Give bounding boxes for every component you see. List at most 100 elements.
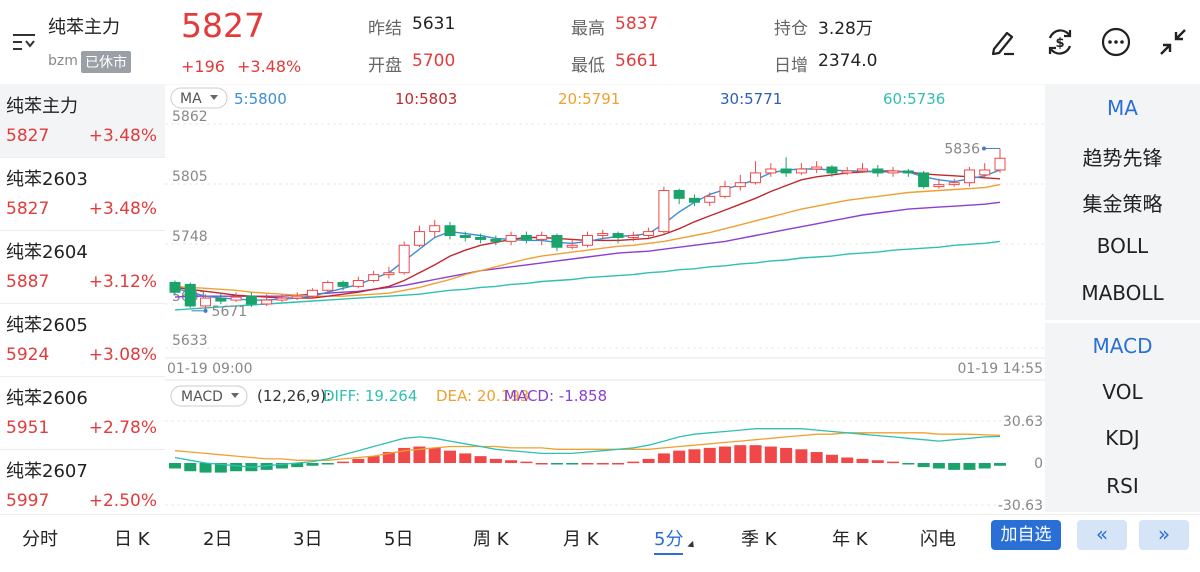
period-tab-bar: 分时 日 K 2日 3日 5日 周 K 月 K 5分 季 K 年 K 闪电 加自选 « »	[0, 514, 1200, 572]
main-indicator-option[interactable]: 趋势先锋	[1082, 146, 1163, 170]
period-tab[interactable]: 5分	[654, 525, 684, 555]
contract-list-item[interactable]: 纯苯主力 5827 +3.48%	[0, 84, 165, 157]
open-interest-label: 持仓	[774, 19, 808, 39]
main-indicator-option[interactable]: MA	[1107, 96, 1138, 120]
sub-indicator-option[interactable]: KDJ	[1105, 426, 1140, 450]
period-tab[interactable]: 2日	[203, 529, 233, 550]
contract-list-item[interactable]: 纯苯2607 5997 +2.50%	[0, 449, 165, 522]
candle-body	[230, 296, 242, 301]
main-indicator-option[interactable]: BOLL	[1096, 234, 1149, 258]
ma-selector[interactable]	[170, 87, 228, 109]
macd-histogram-bar	[749, 445, 762, 463]
sub-indicator-option[interactable]: RSI	[1106, 474, 1139, 498]
macd-histogram-bar	[627, 461, 640, 464]
macd-histogram-bar	[566, 463, 579, 465]
main-indicator-option[interactable]: 集金策略	[1082, 192, 1163, 216]
macd-histogram-bar	[428, 447, 441, 463]
svg-text:$: $	[1055, 36, 1064, 51]
period-tab[interactable]: 分时	[22, 529, 58, 550]
list-divider	[0, 157, 165, 158]
pen-icon[interactable]	[985, 24, 1021, 60]
contract-list-item[interactable]: 纯苯2605 5924 +3.08%	[0, 303, 165, 376]
contract-list-item[interactable]: 纯苯2603 5827 +3.48%	[0, 157, 165, 230]
macd-histogram-bar	[994, 463, 1006, 466]
macd-histogram-bar	[550, 463, 563, 465]
candle-body	[520, 235, 532, 240]
contract-price: 5951	[6, 418, 50, 438]
candle-body	[948, 182, 960, 186]
collapse-icon[interactable]	[1155, 24, 1191, 60]
macd-histogram-bar	[321, 463, 334, 465]
macd-histogram-bar	[825, 454, 838, 463]
candle-body	[536, 235, 548, 240]
macd-histogram-bar	[719, 446, 731, 463]
candle-body	[307, 289, 318, 297]
period-tab[interactable]: 月 K	[563, 529, 599, 550]
macd-histogram-bar	[856, 458, 869, 463]
candle-body	[826, 166, 838, 174]
currency-exchange-icon[interactable]: $	[1042, 24, 1078, 60]
low-label: 最低	[571, 56, 605, 76]
kline-chart[interactable]: 58625805574856915633MA5:580010:580320:57…	[165, 84, 1045, 514]
candle-body	[902, 170, 914, 174]
contract-title[interactable]: 纯苯主力	[48, 17, 120, 38]
macd-histogram-bar	[581, 463, 594, 465]
high-marker-dot	[982, 146, 986, 151]
candle-body	[215, 297, 227, 302]
macd-selector[interactable]	[170, 385, 248, 407]
macd-dea-legend: DEA: 20.193	[436, 387, 529, 405]
menu-filter-icon[interactable]	[6, 24, 42, 60]
high-value: 5837	[615, 14, 659, 34]
prev-page-button[interactable]: «	[1077, 520, 1127, 550]
macd-histogram-bar	[795, 449, 808, 463]
next-page-button[interactable]: »	[1139, 520, 1189, 550]
candle-body	[597, 233, 609, 237]
open-value: 5700	[412, 51, 456, 71]
candle-body	[872, 168, 884, 174]
period-tab[interactable]: 季 K	[741, 529, 777, 550]
candle-body	[750, 172, 762, 184]
period-tab[interactable]: 日 K	[114, 529, 150, 550]
candle-body	[612, 233, 624, 238]
contract-list-item[interactable]: 纯苯2606 5951 +2.78%	[0, 376, 165, 449]
candle-body	[337, 281, 349, 287]
candle-body	[169, 281, 181, 293]
candle-body	[566, 244, 578, 248]
candle-body	[291, 295, 303, 299]
high-label: 最高	[571, 19, 605, 39]
period-tab[interactable]: 3日	[293, 529, 323, 550]
macd-histogram-bar	[917, 463, 930, 468]
macd-histogram-bar	[810, 452, 823, 463]
period-tab[interactable]: 年 K	[832, 529, 868, 550]
contract-change-pct: +3.08%	[88, 345, 157, 365]
time-end-label: 01-19 14:55	[958, 361, 1043, 377]
macd-histogram-bar	[978, 463, 991, 469]
period-tab[interactable]: 5日	[384, 529, 414, 550]
macd-histogram-bar	[963, 463, 976, 470]
period-tab[interactable]: 周 K	[473, 529, 509, 550]
contract-name: 纯苯2605	[6, 315, 88, 336]
main-indicator-option[interactable]: MABOLL	[1081, 281, 1164, 305]
macd-histogram-bar	[230, 463, 243, 472]
candle-body	[719, 186, 731, 197]
contract-price: 5827	[6, 126, 50, 146]
period-tab[interactable]: 闪电	[920, 529, 956, 550]
candle-body	[673, 190, 685, 199]
macd-histogram-bar	[871, 460, 884, 463]
sub-indicator-option[interactable]: VOL	[1102, 380, 1143, 404]
add-watchlist-button[interactable]: 加自选	[991, 520, 1061, 550]
contract-list-item[interactable]: 纯苯2604 5887 +3.12%	[0, 230, 165, 303]
macd-histogram-bar	[902, 463, 915, 465]
more-icon[interactable]	[1098, 24, 1134, 60]
candle-body	[475, 236, 487, 240]
dea-line	[174, 432, 1001, 461]
diff-line	[174, 428, 1001, 468]
macd-histogram-bar	[688, 449, 701, 463]
price-tick-label: 5633	[172, 333, 208, 349]
candle-body	[276, 297, 288, 301]
ma10-legend: 10:5803	[395, 90, 457, 108]
sub-indicator-option[interactable]: MACD	[1092, 334, 1153, 358]
candle-body	[734, 182, 746, 188]
macd-histogram-bar	[459, 453, 472, 463]
macd-histogram-bar	[932, 463, 945, 469]
